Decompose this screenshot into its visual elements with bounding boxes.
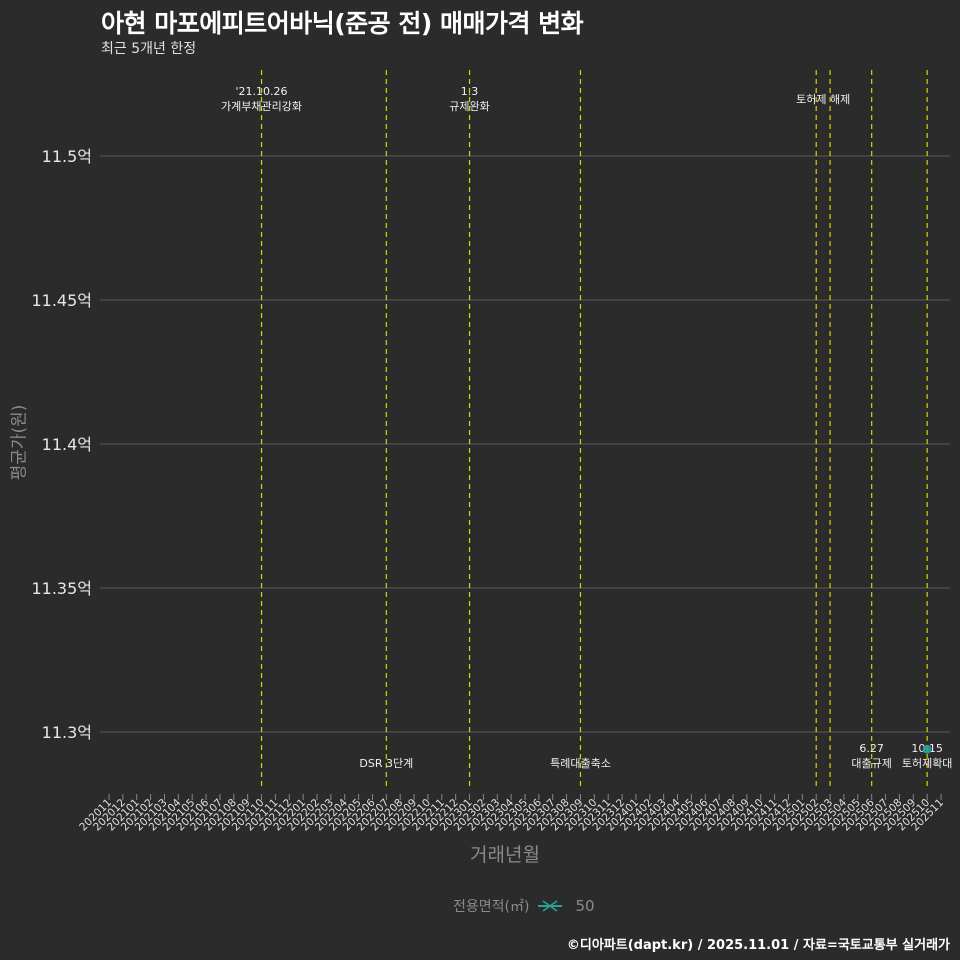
footer-credit: ©디아파트(dapt.kr) / 2025.11.01 / 자료=국토교통부 실… — [566, 938, 950, 953]
event-label: 특례대출축소 — [550, 757, 611, 770]
event-date-label: 1.3 — [461, 85, 479, 98]
event-label: 토허제 해제 — [796, 92, 850, 106]
data-series — [922, 744, 932, 754]
y-tick-label: 11.35억 — [31, 579, 92, 598]
event-label: 가계부채관리강화 — [221, 100, 302, 113]
y-axis-ticks: 11.3억 11.35억 11.4억 11.45억 11.5억 — [31, 147, 92, 742]
event-label: 규제완화 — [449, 100, 489, 113]
event-label: 토허제확대 — [902, 757, 953, 770]
event-date-label: '21.10.26 — [236, 85, 288, 98]
x-axis-label: 거래년월 — [470, 844, 540, 866]
event-label: 대출규제 — [851, 757, 891, 770]
y-tick-label: 11.3억 — [42, 723, 92, 742]
chart-subtitle: 최근 5개년 한정 — [101, 41, 197, 57]
data-point[interactable] — [922, 744, 932, 754]
y-tick-label: 11.5억 — [42, 147, 92, 166]
y-tick-label: 11.45억 — [31, 291, 92, 310]
y-axis-label: 평균가(원) — [9, 404, 30, 481]
event-date-label: 6.27 — [859, 742, 884, 755]
legend-line-point-icon — [538, 900, 563, 912]
legend: 전용면적(㎡) 50 — [453, 896, 595, 916]
y-tick-label: 11.4억 — [42, 435, 92, 454]
legend-title: 전용면적(㎡) — [453, 899, 530, 915]
x-axis-ticks: 2020112020122021012021022021032021042021… — [77, 794, 946, 833]
grid-lines — [100, 155, 950, 733]
event-label: DSR 3단계 — [359, 757, 413, 770]
chart-title: 아현 마포에피트어바닉(준공 전) 매매가격 변화 — [101, 9, 584, 38]
legend-entry-label: 50 — [575, 897, 595, 915]
